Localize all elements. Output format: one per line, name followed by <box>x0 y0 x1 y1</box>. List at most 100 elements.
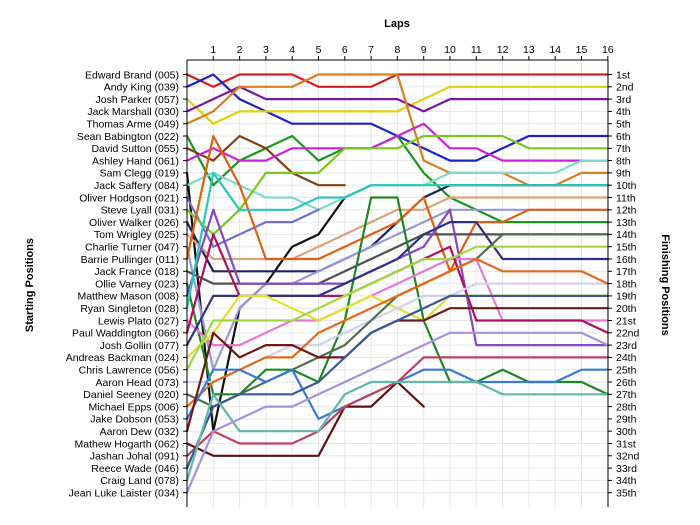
starting-position-label: Mathew Hogarth (062) <box>75 438 179 450</box>
finishing-position-label: 12th <box>616 205 637 217</box>
starting-position-label: Reece Wade (046) <box>91 463 179 475</box>
starting-position-label: Edward Brand (005) <box>85 69 179 81</box>
series-line-12 <box>185 134 609 236</box>
finishing-position-label: 8th <box>616 155 631 167</box>
finishing-position-label: 31st <box>616 438 636 450</box>
finishing-position-label: 10th <box>616 180 637 192</box>
x-axis-title: Laps <box>384 18 410 30</box>
x-tick-label: 9 <box>421 44 427 56</box>
series-line-16 <box>185 134 609 273</box>
x-tick-label: 10 <box>444 44 456 56</box>
finishing-position-label: 19th <box>616 291 637 303</box>
x-tick-label: 1 <box>210 44 216 56</box>
finishing-position-labels: 1st2nd3rd4th5th6th7th8th9th10th11th12th1… <box>608 69 640 500</box>
finishing-position-label: 14th <box>616 229 637 241</box>
starting-position-label: Aaron Dew (032) <box>100 426 179 438</box>
finishing-position-label: 15th <box>616 242 637 254</box>
series-line-33 <box>185 294 609 470</box>
starting-position-label: Andy King (039) <box>104 82 179 94</box>
x-tick-labels: 1 2 3 4 5 6 7 8 9 10 11 12 13 14 15 16 <box>210 44 614 60</box>
starting-position-label: Jack France (018) <box>94 266 179 278</box>
starting-position-label: Michael Epps (006) <box>89 401 179 413</box>
finishing-position-label: 4th <box>616 106 631 118</box>
finishing-position-label: 20th <box>616 303 637 315</box>
finishing-position-label: 5th <box>616 119 631 131</box>
y-axis-title-right: Finishing Positions <box>659 234 671 335</box>
finishing-position-label: 28th <box>616 401 637 413</box>
finishing-position-label: 33rd <box>616 463 637 475</box>
finishing-position-label: 24th <box>616 352 637 364</box>
x-tick-label: 4 <box>289 44 295 56</box>
finishing-position-label: 26th <box>616 377 637 389</box>
starting-position-label: Paul Waddington (066) <box>72 328 179 340</box>
starting-position-label: Tom Wrigley (025) <box>94 229 179 241</box>
finishing-position-label: 3rd <box>616 94 631 106</box>
starting-position-label: Jack Marshall (030) <box>87 106 179 118</box>
starting-position-label: Chris Lawrence (056) <box>79 365 179 377</box>
finishing-position-label: 7th <box>616 143 631 155</box>
finishing-position-label: 27th <box>616 389 637 401</box>
finishing-position-label: 2nd <box>616 82 634 94</box>
x-tick-label: 7 <box>368 44 374 56</box>
y-axis-title-left: Starting Positions <box>24 238 36 332</box>
starting-position-label: Jack Saffery (084) <box>94 180 179 192</box>
starting-position-label: Lewis Plato (027) <box>98 315 179 327</box>
finishing-position-label: 23rd <box>616 340 637 352</box>
starting-position-label: Jake Dobson (053) <box>90 414 179 426</box>
finishing-position-label: 32nd <box>616 451 640 463</box>
x-tick-label: 6 <box>342 44 348 56</box>
starting-position-label: David Sutton (055) <box>91 143 179 155</box>
starting-position-label: Andreas Backman (024) <box>66 352 179 364</box>
starting-position-labels: Edward Brand (005)Andy King (039)Josh Pa… <box>66 69 187 500</box>
starting-position-label: Charlie Turner (047) <box>85 242 179 254</box>
series-line-7 <box>185 134 346 187</box>
starting-position-label: Ryan Singleton (028) <box>80 303 179 315</box>
finishing-position-label: 30th <box>616 426 637 438</box>
finishing-position-label: 34th <box>616 475 637 487</box>
series-line-25 <box>185 245 609 371</box>
series-line-35 <box>185 331 609 494</box>
x-tick-label: 5 <box>316 44 322 56</box>
finishing-position-label: 29th <box>616 414 637 426</box>
finishing-position-label: 17th <box>616 266 637 278</box>
finishing-position-label: 13th <box>616 217 637 229</box>
starting-position-label: Ashley Hand (061) <box>92 155 179 167</box>
series-line-9 <box>185 171 373 433</box>
x-tick-label: 16 <box>602 44 614 56</box>
starting-position-label: Josh Gollin (077) <box>100 340 179 352</box>
starting-position-label: Barrie Pullinger (011) <box>81 254 179 266</box>
starting-position-label: Sam Clegg (019) <box>100 168 179 180</box>
starting-position-label: Sean Babington (022) <box>77 131 179 143</box>
starting-position-label: Jashan Johal (091) <box>90 451 179 463</box>
series-line-8 <box>185 122 609 162</box>
x-tick-label: 3 <box>263 44 269 56</box>
starting-position-label: Jean Luke Laister (034) <box>69 488 179 500</box>
finishing-position-label: 21st <box>616 315 636 327</box>
x-tick-label: 12 <box>497 44 509 56</box>
finishing-position-label: 22nd <box>616 328 640 340</box>
series-line-31 <box>185 380 425 457</box>
starting-position-label: Ollie Varney (023) <box>95 278 179 290</box>
x-tick-label: 2 <box>237 44 243 56</box>
series-line-14 <box>185 196 609 261</box>
starting-position-label: Craig Land (078) <box>100 475 179 487</box>
starting-position-label: Aaron Head (073) <box>96 377 179 389</box>
series-line-34 <box>185 380 609 482</box>
x-tick-label: 13 <box>523 44 535 56</box>
finishing-position-label: 25th <box>616 365 637 377</box>
series-line-28 <box>185 257 609 408</box>
finishing-position-label: 11th <box>616 192 636 204</box>
starting-position-label: Oliver Walker (026) <box>89 217 179 229</box>
finishing-position-label: 6th <box>616 131 631 143</box>
finishing-position-label: 35th <box>616 488 637 500</box>
x-tick-label: 15 <box>576 44 588 56</box>
series-line-11 <box>185 196 320 248</box>
finishing-position-label: 16th <box>616 254 637 266</box>
series-line-4 <box>185 85 609 113</box>
starting-position-label: Josh Parker (057) <box>96 94 179 106</box>
x-tick-label: 14 <box>549 44 561 56</box>
finishing-position-label: 18th <box>616 278 637 290</box>
x-tick-label: 11 <box>471 44 482 56</box>
starting-position-label: Daniel Seeney (020) <box>83 389 179 401</box>
